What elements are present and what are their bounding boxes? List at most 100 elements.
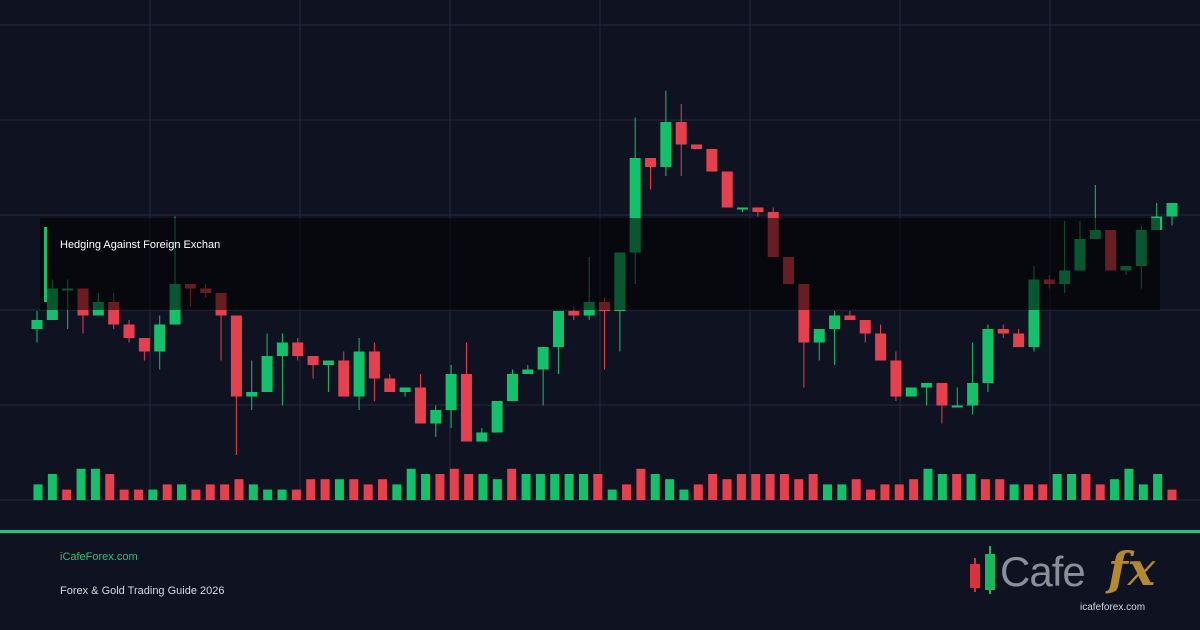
candle-body	[829, 315, 841, 329]
volume-bar	[478, 474, 488, 500]
candle-body	[1013, 333, 1025, 347]
logo-fx-mark: fx	[1108, 542, 1156, 596]
volume-bar	[177, 484, 187, 500]
volume-bar	[1009, 484, 1019, 500]
volume-bar	[535, 474, 545, 500]
volume-bar	[751, 474, 761, 500]
candle-body	[629, 158, 641, 253]
volume-bar	[980, 479, 990, 500]
candle-body	[844, 315, 856, 320]
volume-bar	[33, 484, 43, 500]
candle-body	[414, 387, 426, 424]
overlay-title: Hedging Against Foreign Exchan	[60, 239, 221, 251]
candle-body	[1166, 203, 1178, 217]
volume-bar	[76, 468, 86, 500]
volume-bar	[406, 468, 416, 500]
candle-body	[31, 320, 43, 329]
volume-bar	[507, 468, 517, 500]
volume-bar	[392, 484, 402, 500]
volume-bar	[622, 484, 632, 500]
candle-body	[660, 122, 672, 167]
volume-bar	[464, 474, 474, 500]
volume-bar	[1081, 474, 1091, 500]
volume-bar	[1110, 479, 1120, 500]
volume-bar	[1138, 484, 1148, 500]
volume-bar	[1052, 474, 1062, 500]
candle-body	[798, 284, 810, 343]
volume-bar	[1038, 484, 1048, 500]
title-overlay	[40, 218, 1160, 310]
candle-body	[675, 122, 687, 145]
volume-bar	[765, 474, 775, 500]
volume-bar	[794, 479, 804, 500]
candle-body	[737, 207, 749, 210]
volume-bar	[148, 489, 158, 500]
candle-body	[936, 383, 948, 406]
candle-body	[568, 311, 580, 316]
volume-bar	[1124, 468, 1134, 500]
volume-bar	[837, 484, 847, 500]
candle-body	[813, 329, 825, 343]
volume-bar	[277, 489, 287, 500]
candlestick-icon	[970, 546, 995, 594]
volume-bars	[33, 468, 1177, 500]
logo-wordmark: Cafe	[1000, 548, 1086, 595]
candle-body	[445, 374, 457, 410]
candle-body	[384, 378, 396, 392]
volume-bar	[1067, 474, 1077, 500]
candle-body	[905, 387, 917, 397]
volume-bar	[722, 479, 732, 500]
volume-bar	[923, 468, 933, 500]
candle-body	[353, 351, 365, 397]
volume-bar	[952, 474, 962, 500]
volume-bar	[866, 489, 876, 500]
volume-bar	[133, 489, 143, 500]
volume-bar	[851, 479, 861, 500]
candle-body	[154, 324, 166, 352]
volume-bar	[421, 474, 431, 500]
volume-bar	[363, 484, 373, 500]
volume-bar	[578, 474, 588, 500]
volume-bar	[334, 479, 344, 500]
candle-body	[691, 144, 703, 149]
candle-body	[108, 302, 120, 325]
volume-bar	[306, 479, 316, 500]
volume-bar	[234, 479, 244, 500]
candle-body	[552, 311, 564, 347]
candle-body	[292, 342, 304, 356]
volume-bar	[1167, 489, 1177, 500]
footer-site-link[interactable]: iCafeForex.com	[60, 551, 138, 563]
candle-body	[430, 410, 442, 424]
volume-bar	[880, 484, 890, 500]
volume-bar	[90, 468, 100, 500]
candle-body	[399, 387, 411, 392]
volume-bar	[937, 474, 947, 500]
candle-body	[123, 324, 135, 338]
volume-bar	[665, 479, 675, 500]
candle-body	[261, 356, 273, 392]
candle-body	[537, 347, 549, 370]
volume-bar	[808, 474, 818, 500]
candle-body	[875, 333, 887, 361]
candle-body	[706, 149, 718, 172]
volume-bar	[708, 474, 718, 500]
volume-bar	[320, 479, 330, 500]
volume-bar	[736, 474, 746, 500]
volume-bar	[679, 489, 689, 500]
candle-body	[138, 338, 150, 352]
volume-bar	[349, 479, 359, 500]
footer-guide-text: Forex & Gold Trading Guide 2026	[60, 585, 225, 597]
volume-bar	[1095, 484, 1105, 500]
volume-bar	[564, 474, 574, 500]
candle-body	[338, 360, 350, 397]
candle-body	[230, 315, 242, 397]
volume-bar	[607, 489, 617, 500]
icafefx-logo: Cafe fx icafeforex.com	[966, 540, 1176, 620]
volume-bar	[492, 479, 502, 500]
candle-body	[460, 374, 472, 442]
volume-bar	[291, 489, 301, 500]
volume-bar	[435, 474, 445, 500]
volume-bar	[966, 474, 976, 500]
volume-bar	[449, 468, 459, 500]
